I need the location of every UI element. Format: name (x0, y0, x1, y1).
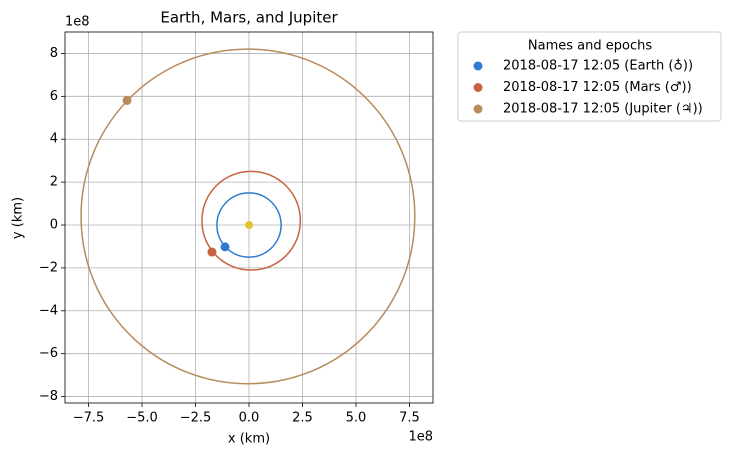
y-tick-label: 6 (50, 89, 58, 104)
y-tick-label: 2 (50, 175, 58, 190)
legend-label: 2018-08-17 12:05 (Jupiter (♃)) (503, 102, 703, 117)
y-tick-label: −2 (39, 260, 58, 275)
y-tick-label: 4 (50, 132, 58, 147)
x-tick-label: −7.5 (73, 411, 105, 426)
legend-label: 2018-08-17 12:05 (Mars (♂)) (503, 80, 692, 95)
legend-title: Names and epochs (528, 39, 652, 54)
y-tick-label: 0 (50, 218, 58, 233)
y-tick-label: −8 (39, 389, 58, 404)
legend-marker (473, 61, 483, 71)
y-offset-label: 1e8 (65, 15, 90, 30)
body-position (122, 95, 132, 105)
legend-box (457, 31, 722, 122)
body-position (220, 242, 230, 252)
y-axis-label: y (km) (11, 197, 26, 239)
orbit-line (80, 48, 416, 385)
x-offset-label: 1e8 (408, 430, 433, 445)
y-tick-label: −4 (39, 303, 58, 318)
legend-label: 2018-08-17 12:05 (Earth (♁)) (503, 59, 693, 74)
x-tick-label: −5.0 (126, 411, 158, 426)
legend-marker (473, 83, 483, 92)
y-tick-label: −6 (39, 346, 58, 361)
attractor (245, 221, 253, 230)
x-axis-label: x (km) (228, 432, 270, 447)
chart-title: Earth, Mars, and Jupiter (160, 9, 338, 27)
orbit-line (216, 192, 282, 258)
orbit-line (201, 170, 302, 271)
y-tick-label: 8 (50, 46, 58, 61)
legend-marker (473, 104, 483, 114)
body-position (207, 247, 217, 257)
x-tick-label: 0.0 (239, 411, 260, 426)
x-tick-label: 2.5 (292, 411, 313, 426)
x-tick-label: −2.5 (180, 411, 212, 426)
x-tick-label: 5.0 (346, 411, 367, 426)
x-tick-label: 7.5 (399, 411, 420, 426)
